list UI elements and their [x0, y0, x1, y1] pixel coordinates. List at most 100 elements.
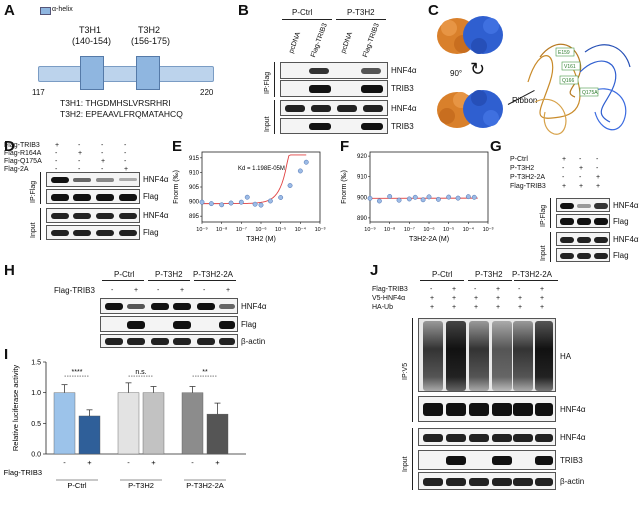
- j-band-label-trib3: TRIB3: [560, 456, 583, 465]
- j-group-line-1: [420, 280, 464, 281]
- panel-label-i: I: [4, 346, 9, 363]
- j-group-t3h2-2a: P-T3H2-2A: [512, 270, 553, 279]
- i-sig-label-1: n.s.: [135, 369, 146, 376]
- h-band-label-2: Flag: [241, 320, 257, 329]
- panel-label-f: F: [340, 138, 350, 155]
- j-band-label-actin: β-actin: [560, 477, 585, 486]
- e-ytick-label-3: 910: [189, 170, 200, 176]
- f-xtick-label-0: 10⁻⁹: [364, 226, 375, 233]
- e-point-9: [278, 195, 284, 200]
- d-row-label-0: Flag-TRIB3: [4, 142, 40, 149]
- j-sign-0-4: -: [518, 286, 521, 293]
- i-ytick-label-2: 1.0: [31, 390, 41, 397]
- d-sign-2-3: -: [124, 158, 127, 165]
- h-group-ctrl: P-Ctrl: [114, 270, 135, 279]
- start-residue: 117: [32, 88, 45, 97]
- f-xtick-label-3: 10⁻⁶: [423, 226, 434, 233]
- g-sign-0-1: -: [579, 156, 582, 163]
- g-sign-0-0: +: [562, 156, 567, 163]
- j-sign-1-3: +: [496, 295, 501, 302]
- i-xtick-label-4: -: [191, 458, 194, 467]
- d-blot-hnf4a-ip: [46, 172, 140, 187]
- d-sign-3-0: -: [55, 166, 58, 173]
- f-point-11: [465, 194, 471, 200]
- f-ytick-label-0: 890: [357, 216, 368, 222]
- j-sign-2-4: +: [518, 304, 523, 311]
- d-row-label-1: Flag-R164A: [4, 150, 42, 157]
- e-xtick-label-5: 10⁻⁴: [295, 226, 307, 233]
- g-sign-3-0: +: [562, 183, 567, 190]
- h-sign-1: +: [134, 287, 139, 294]
- j-sign-2-1: +: [452, 304, 457, 311]
- e-xtick-label-1: 10⁻⁸: [216, 226, 227, 233]
- e-point-12: [303, 159, 309, 165]
- d-sign-2-2: +: [101, 158, 106, 165]
- b-lane-2: Flag-TRIB3: [310, 22, 329, 59]
- chart-i: 0.0 0.5 1.0 1.5 Relative luciferase activity…: [4, 360, 246, 490]
- g-sign-2-0: -: [562, 174, 565, 181]
- t3h2-helix-box: [136, 56, 160, 90]
- panel-label-h: H: [4, 262, 15, 279]
- j-row-label-0: Flag-TRIB3: [372, 286, 408, 293]
- g-sign-2-1: -: [579, 174, 582, 181]
- e-ytick-label-2: 905: [189, 185, 200, 191]
- f-point-6: [420, 197, 426, 203]
- e-xtick-label-6: 10⁻³: [315, 227, 326, 233]
- d-sign-2-0: -: [55, 158, 58, 165]
- d-sign-3-3: +: [124, 166, 129, 173]
- structure-surface-top: [437, 16, 503, 54]
- d-sign-1-3: -: [124, 150, 127, 157]
- d-band-label-3: HNF4α: [143, 211, 169, 220]
- t3h2-sequence: T3H2: EPEAAVLFRQMATAHCQ: [60, 109, 183, 119]
- i-ytick-label-3: 1.5: [31, 360, 41, 367]
- j-sign-1-2: +: [474, 295, 479, 302]
- t3h2-name: T3H2: [138, 25, 161, 35]
- f-point-4: [406, 196, 412, 202]
- h-group-line-1: [102, 280, 144, 281]
- b-group-line-2: [336, 19, 386, 20]
- t3h1-helix-box: [80, 56, 104, 90]
- d-sign-0-0: +: [55, 142, 60, 149]
- ribbon-structure: E159 V161 Q166 Q175A: [527, 43, 631, 135]
- i-bar-4: [181, 392, 204, 455]
- e-point-3: [228, 200, 234, 206]
- g-sign-1-2: -: [596, 165, 599, 172]
- b-input-label: Input: [264, 116, 271, 132]
- g-band-label-4: Flag: [613, 251, 629, 260]
- j-sign-1-0: +: [430, 295, 435, 302]
- i-xrow-label: Flag-TRIB3: [4, 468, 42, 477]
- d-input-bracket: [40, 208, 41, 240]
- b-blot-hnf4a-input: [280, 100, 388, 116]
- f-xtick-label-5: 10⁻⁴: [463, 226, 475, 233]
- i-xtick-label-0: -: [63, 458, 66, 467]
- e-xlabel: T3H2 (M): [246, 236, 276, 243]
- rotation-label: 90°: [450, 69, 463, 78]
- g-blot-flag-input: [556, 248, 610, 262]
- alpha-helix-legend: α-helix: [52, 6, 73, 13]
- j-sign-1-1: +: [452, 295, 457, 302]
- f-point-1: [376, 198, 382, 204]
- panel-label-d: D: [4, 138, 15, 155]
- j-row-label-2: HA-Ub: [372, 304, 394, 311]
- residue-label-1: E159: [558, 50, 570, 56]
- b-lane-1: pcDNA: [288, 31, 303, 55]
- f-point-8: [435, 196, 441, 202]
- f-point-9: [446, 194, 452, 200]
- j-input-bracket: [412, 428, 413, 490]
- e-frame: [201, 151, 321, 223]
- g-ip-label: IP:Flag: [540, 204, 547, 227]
- h-sign-4: -: [203, 287, 206, 294]
- h-sign-5: +: [226, 287, 231, 294]
- e-point-0: [199, 199, 205, 205]
- j-blot-hnf4a-input: [418, 428, 556, 446]
- j-sign-0-5: +: [540, 286, 545, 293]
- b-band-label-4: TRIB3: [391, 122, 414, 131]
- e-point-2: [219, 202, 225, 208]
- residue-label-3: Q166: [562, 78, 574, 84]
- g-sign-2-2: +: [596, 174, 601, 181]
- e-point-7: [258, 202, 264, 208]
- j-ip-bracket: [412, 318, 413, 422]
- j-band-label-hnf4a-input: HNF4α: [560, 433, 586, 442]
- g-sign-1-0: -: [562, 165, 565, 172]
- f-ytick-label-3: 920: [357, 154, 368, 160]
